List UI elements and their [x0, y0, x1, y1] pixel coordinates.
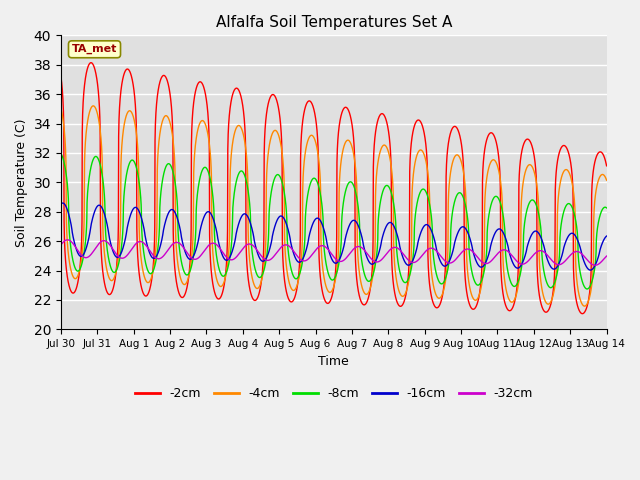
Title: Alfalfa Soil Temperatures Set A: Alfalfa Soil Temperatures Set A [216, 15, 452, 30]
Legend: -2cm, -4cm, -8cm, -16cm, -32cm: -2cm, -4cm, -8cm, -16cm, -32cm [129, 383, 538, 406]
X-axis label: Time: Time [318, 355, 349, 368]
Y-axis label: Soil Temperature (C): Soil Temperature (C) [15, 118, 28, 247]
Text: TA_met: TA_met [72, 44, 117, 54]
